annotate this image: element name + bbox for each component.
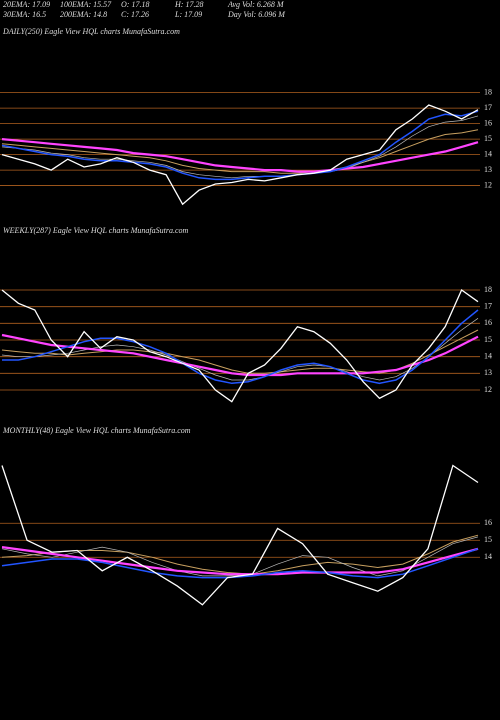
y-tick-label: 15	[484, 134, 492, 143]
y-tick-label: 12	[484, 385, 492, 394]
header-item: H: 17.28	[174, 0, 203, 9]
price-line	[1, 333, 479, 377]
price-line	[1, 318, 479, 381]
price-line	[1, 138, 479, 173]
price-line	[1, 129, 479, 174]
price-line	[1, 464, 479, 606]
price-line	[1, 289, 479, 403]
y-tick-label: 17	[484, 103, 492, 112]
header-item: Avg Vol: 6.268 M	[227, 0, 285, 9]
y-tick-label: 14	[484, 149, 492, 158]
y-tick-label: 16	[484, 318, 492, 327]
price-line	[1, 110, 479, 181]
y-tick-label: 16	[484, 118, 492, 127]
y-tick-label: 12	[484, 180, 492, 189]
price-line	[1, 548, 479, 579]
y-tick-label: 15	[484, 535, 492, 544]
panel-title: WEEKLY(287) Eagle View HQL charts Munafa…	[3, 226, 189, 235]
header-item: 30EMA: 16.5	[2, 10, 46, 19]
price-line	[1, 546, 479, 576]
header-item: L: 17.09	[174, 10, 202, 19]
y-tick-label: 13	[484, 368, 492, 377]
y-tick-label: 18	[484, 285, 492, 294]
header-item: Day Vol: 6.096 M	[227, 10, 286, 19]
price-line	[1, 104, 479, 206]
y-tick-label: 15	[484, 335, 492, 344]
header-item: O: 17.18	[121, 0, 149, 9]
y-tick-label: 16	[484, 518, 492, 527]
panel-title: DAILY(250) Eagle View HQL charts MunafaS…	[2, 27, 180, 36]
y-tick-label: 13	[484, 165, 492, 174]
price-line	[1, 115, 479, 179]
header-item: 100EMA: 15.57	[60, 0, 112, 9]
price-line	[2, 309, 479, 385]
header: 20EMA: 17.09 100EMA: 15.57 O: 17.18 H: 1…	[2, 0, 286, 19]
y-tick-label: 18	[484, 87, 492, 96]
header-item: 200EMA: 14.8	[60, 10, 107, 19]
header-item: 20EMA: 17.09	[3, 0, 50, 9]
panel-title: MONTHLY(48) Eagle View HQL charts Munafa…	[2, 426, 191, 435]
header-item: C: 17.26	[121, 10, 149, 19]
y-tick-label: 14	[484, 552, 492, 561]
y-tick-label: 14	[484, 351, 492, 360]
y-tick-label: 17	[484, 301, 492, 310]
